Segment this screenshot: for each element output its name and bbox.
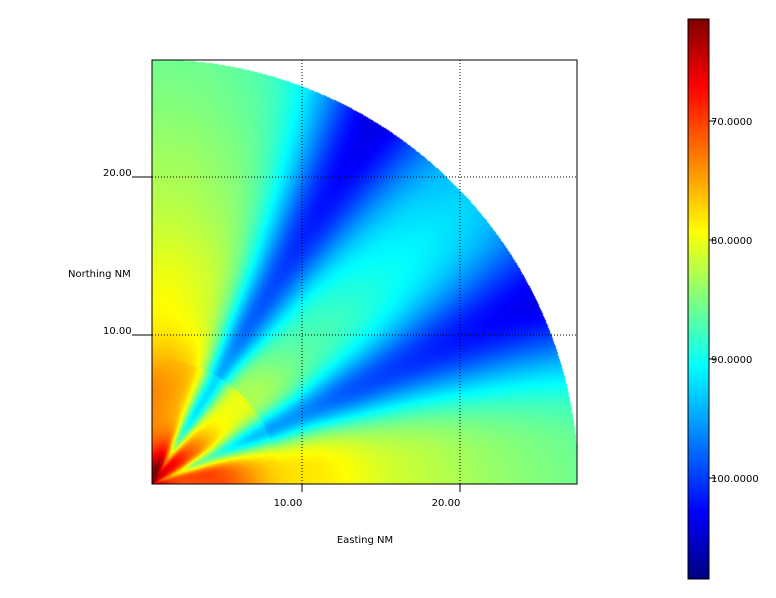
colorbar-tick-label: 100.0000	[711, 474, 759, 485]
x-axis-label: Easting NM	[337, 535, 393, 546]
colorbar: 70.0000 80.0000 90.0000 100.0000	[687, 18, 759, 580]
colorbar-tick-label: 70.0000	[711, 117, 752, 128]
x-tick-label: 10.00	[274, 498, 303, 509]
heatmap-image	[152, 60, 577, 484]
colorbar-ticks: 70.0000 80.0000 90.0000 100.0000	[709, 117, 759, 485]
colorbar-tick-label: 80.0000	[711, 236, 752, 247]
axis-ticks: 10.00 20.00 20.00 10.00	[103, 168, 461, 509]
colorbar-gradient	[687, 18, 710, 580]
y-tick-label: 20.00	[103, 168, 132, 179]
y-axis-label: Northing NM	[68, 269, 131, 280]
y-tick-label: 10.00	[103, 326, 132, 337]
colorbar-tick-label: 90.0000	[711, 355, 752, 366]
heatmap-plot: 10.00 20.00 20.00 10.00	[103, 59, 578, 509]
plot-frame	[151, 59, 578, 485]
x-tick-label: 20.00	[432, 498, 461, 509]
grid-lines	[152, 60, 577, 484]
